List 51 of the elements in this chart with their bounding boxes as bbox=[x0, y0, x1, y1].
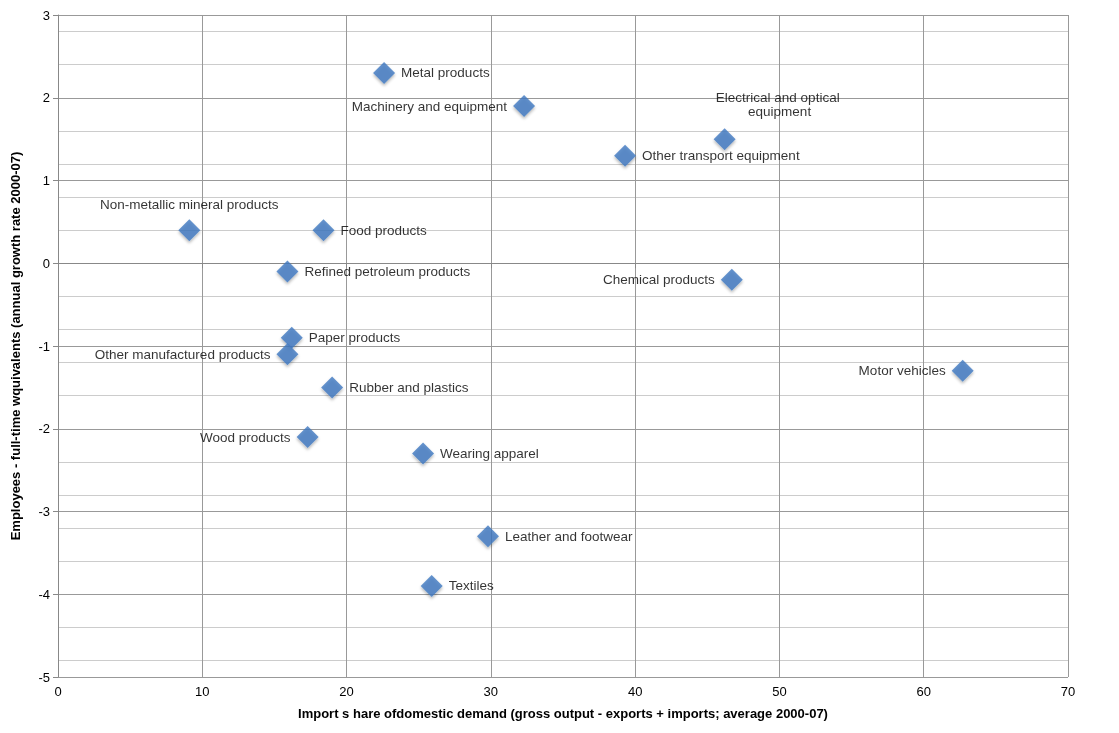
point bbox=[276, 343, 299, 366]
x-tick-label: 20 bbox=[339, 684, 354, 699]
series-label: Other transport equipment bbox=[642, 148, 800, 164]
point bbox=[720, 268, 743, 291]
point bbox=[951, 359, 974, 382]
y-tick-label: -3 bbox=[38, 504, 50, 519]
y-tick-label: -5 bbox=[38, 669, 50, 685]
point bbox=[321, 376, 344, 399]
series-label: Metal products bbox=[401, 65, 490, 81]
point bbox=[178, 219, 201, 242]
x-tick-label: 0 bbox=[54, 684, 62, 699]
series-label: Rubber and plastics bbox=[349, 379, 469, 395]
point bbox=[476, 525, 499, 548]
series-label: Non-metallic mineral products bbox=[100, 196, 279, 212]
series-label: Motor vehicles bbox=[858, 363, 946, 379]
series-label: Refined petroleum products bbox=[304, 264, 471, 280]
series-label: Paper products bbox=[308, 330, 401, 346]
point bbox=[412, 442, 435, 465]
x-tick-label: 40 bbox=[627, 684, 643, 699]
series-label: Leather and footwear bbox=[504, 528, 634, 544]
series-label: Electrical and optical equipment bbox=[715, 89, 844, 119]
x-tick-label: 70 bbox=[1060, 684, 1076, 699]
y-tick-label: 1 bbox=[42, 173, 50, 188]
y-tick-label: 3 bbox=[42, 7, 50, 23]
y-tick-label: -4 bbox=[38, 586, 50, 602]
series-label: Textiles bbox=[448, 578, 494, 594]
x-tick-label: 10 bbox=[195, 684, 210, 699]
point bbox=[373, 61, 396, 84]
x-tick-label: 50 bbox=[772, 684, 787, 699]
y-tick-label: 0 bbox=[42, 255, 50, 271]
x-axis-title: Import s hare ofdomestic demand (gross output - exports + imports; average 2000-07) bbox=[298, 706, 828, 721]
x-tick-label: 30 bbox=[483, 684, 499, 699]
point bbox=[513, 95, 536, 118]
series-label: Wood products bbox=[200, 429, 291, 445]
y-axis-title: Employees - full-time wquivalents (annual growth rate 2000-07) bbox=[8, 151, 23, 541]
point bbox=[280, 326, 303, 349]
series-label: Wearing apparel bbox=[440, 446, 539, 462]
point bbox=[296, 426, 319, 449]
series-label: Other manufactured products bbox=[94, 346, 271, 362]
point bbox=[312, 219, 335, 242]
y-tick-label: 2 bbox=[42, 90, 50, 106]
point bbox=[713, 128, 736, 151]
series-label: Machinery and equipment bbox=[351, 98, 508, 114]
point bbox=[420, 574, 443, 597]
series-label: Chemical products bbox=[603, 272, 716, 288]
y-tick-label: -2 bbox=[38, 421, 50, 437]
point bbox=[276, 260, 299, 283]
series-label: Food products bbox=[340, 222, 428, 238]
x-tick-label: 60 bbox=[916, 684, 931, 699]
y-tick-label: -1 bbox=[38, 338, 50, 354]
point bbox=[614, 144, 637, 167]
